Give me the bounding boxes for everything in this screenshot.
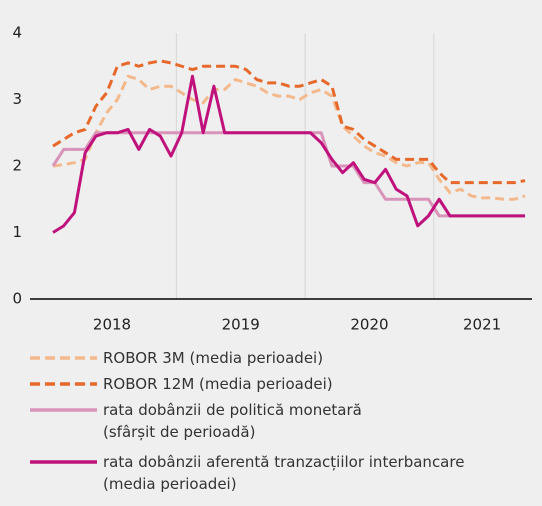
x-group-label: 2021: [463, 316, 501, 334]
legend-label: rata dobânzii aferentă tranzacțiilor int…: [103, 453, 464, 493]
y-tick-label: 3: [12, 90, 22, 108]
legend-item: ROBOR 12M (media perioadei): [30, 375, 333, 393]
legend-label: rata dobânzii de politică monetară (sfârș…: [103, 401, 362, 441]
series-line: [52, 74, 525, 234]
y-tick-label: 1: [12, 223, 22, 241]
legend-item: rata dobânzii de politică monetară (sfârș…: [30, 401, 362, 441]
legend-label: ROBOR 3M (media perioadei): [103, 349, 323, 367]
legend-item: ROBOR 3M (media perioadei): [30, 349, 323, 367]
legend-item: rata dobânzii aferentă tranzacțiilor int…: [30, 453, 464, 493]
series-line: [51, 131, 525, 218]
x-group-label: 2020: [350, 316, 388, 334]
y-tick-label: 2: [12, 157, 22, 175]
y-tick-label: 4: [12, 24, 22, 42]
x-group-label: 2019: [222, 316, 260, 334]
x-group-label: 2018: [93, 316, 131, 334]
y-tick-label: 0: [12, 290, 22, 308]
legend-label: ROBOR 12M (media perioadei): [103, 375, 333, 393]
series-line: [52, 59, 526, 185]
series-line: [52, 74, 526, 201]
